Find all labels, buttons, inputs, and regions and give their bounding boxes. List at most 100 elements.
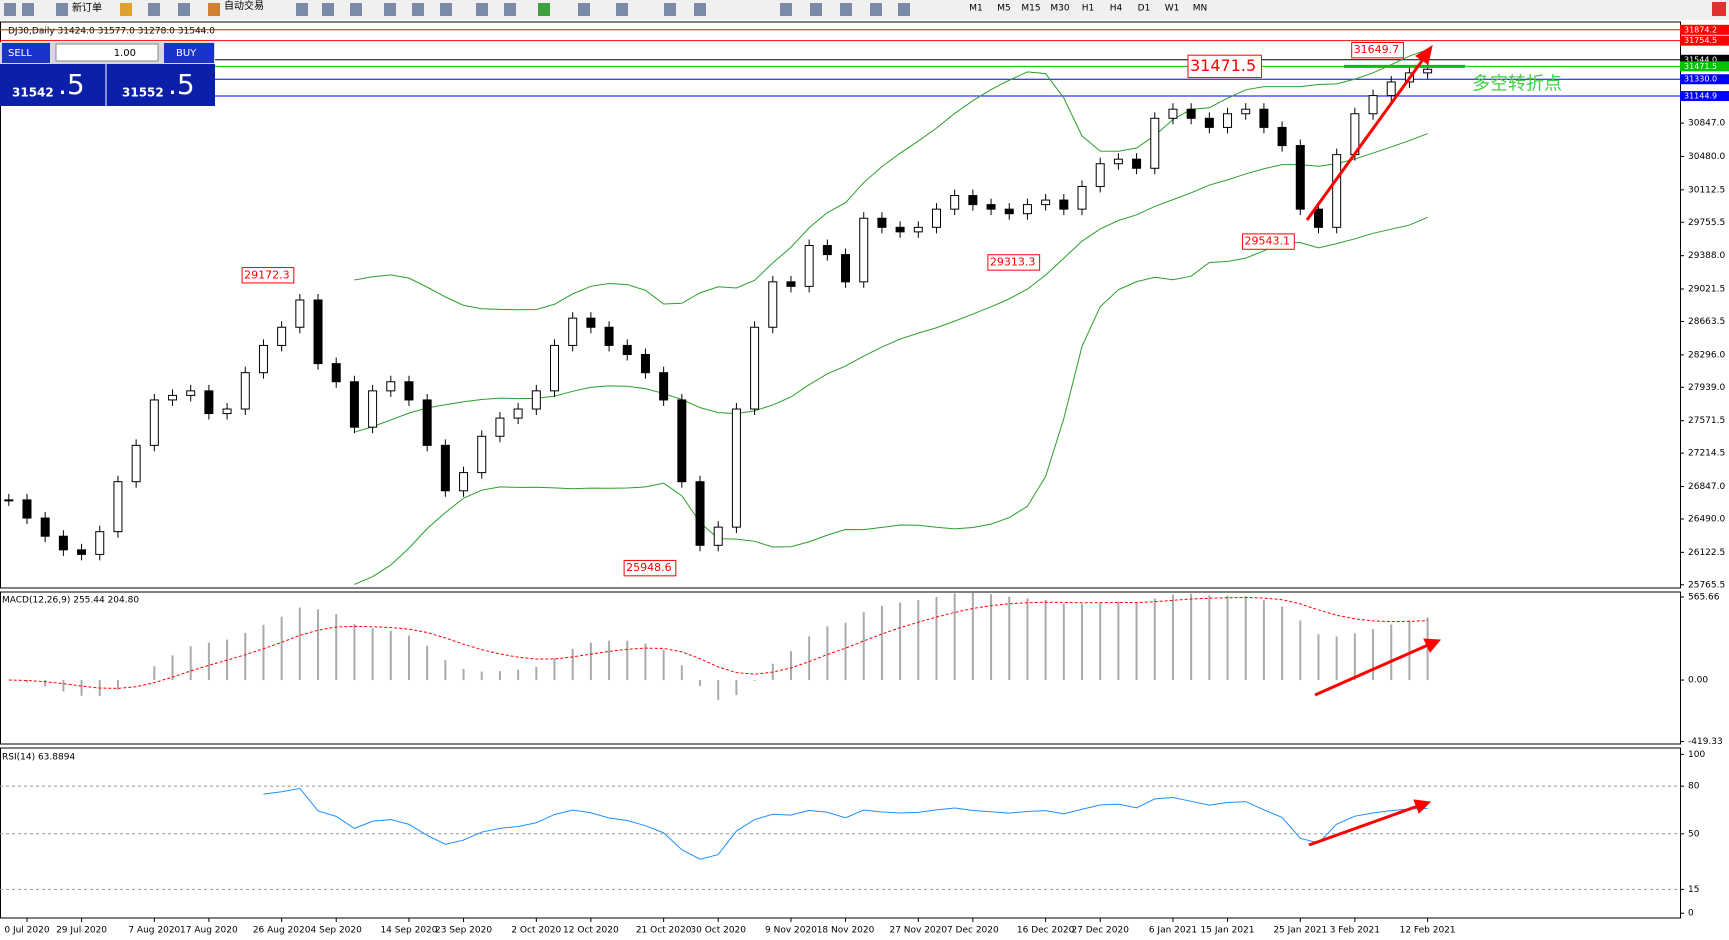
sell-button[interactable] [2, 43, 50, 63]
candle [859, 217, 869, 283]
candle [240, 372, 250, 410]
new-order[interactable]: 新订单 [72, 1, 102, 14]
toolbar-icons [4, 2, 1726, 16]
candle [1223, 113, 1233, 128]
chart-header: DJ30,Daily 31424.0 31577.0 31278.0 31544… [8, 27, 215, 37]
candle [1186, 108, 1196, 119]
candle [95, 531, 105, 555]
candle [640, 354, 650, 374]
x-tick-label: 2 Oct 2020 [511, 926, 561, 936]
price-label: 29172.3 [244, 268, 290, 281]
rsi-line [263, 787, 1428, 860]
bollinger-band [354, 216, 1428, 585]
panel-frame [0, 21, 1681, 589]
price-label-box [1187, 54, 1262, 79]
y-tick-label: 30112.5 [1688, 185, 1725, 195]
buy-button[interactable] [164, 43, 214, 63]
candle [1168, 108, 1178, 119]
candle [841, 254, 851, 283]
candle [477, 435, 487, 474]
price-tag [1680, 61, 1729, 72]
timeframe[interactable]: H1 [1082, 4, 1095, 14]
macd-header: MACD(12,26,9) 255.44 204.80 [2, 596, 139, 606]
rsi-header: RSI(14) 63.8894 [2, 753, 75, 763]
candle [550, 344, 559, 392]
candle [622, 344, 632, 356]
x-tick-label: 26 Aug 2020 [253, 926, 311, 936]
x-tick-label: 27 Dec 2020 [1071, 926, 1129, 936]
candle [313, 299, 323, 365]
candle [1004, 208, 1014, 215]
candle [931, 208, 941, 228]
timeframe[interactable]: H4 [1110, 4, 1123, 14]
y-tick-label: 100 [1688, 750, 1705, 760]
candle [349, 381, 359, 428]
candle [77, 549, 87, 555]
candle [113, 481, 123, 533]
candle [368, 390, 378, 428]
x-tick-label: 0 Jul 2020 [4, 926, 49, 936]
candle [204, 390, 214, 415]
price-tag-label: 31330.0 [1684, 75, 1717, 84]
timeframe[interactable]: M15 [1021, 4, 1040, 14]
price-label-box [623, 559, 677, 577]
y-tick-label: 15 [1688, 885, 1699, 895]
sell-label[interactable]: SELL [8, 48, 32, 59]
y-tick-label: 28296.0 [1688, 350, 1725, 360]
y-tick-label: 30480.0 [1688, 152, 1725, 162]
candle [58, 535, 68, 551]
price-tag-label: 31754.5 [1684, 36, 1717, 45]
candle [131, 444, 141, 483]
candle [1077, 185, 1087, 210]
candle [222, 408, 232, 415]
price-label-box [1351, 41, 1404, 59]
x-tick-label: 3 Feb 2021 [1330, 926, 1380, 936]
candle [386, 381, 396, 392]
macd [8, 592, 1429, 700]
price-tag [1680, 35, 1729, 46]
auto-trading[interactable]: 自动交易 [224, 0, 264, 12]
x-tick-label: 23 Sep 2020 [435, 926, 492, 936]
toolbar [0, 0, 1729, 20]
candle [440, 444, 450, 492]
timeframe[interactable]: M5 [997, 4, 1011, 14]
timeframe[interactable]: MN [1193, 4, 1208, 14]
buy-label[interactable]: BUY [176, 48, 197, 59]
x-tick-label: 21 Oct 2020 [636, 926, 692, 936]
price-label: 29543.1 [1245, 235, 1291, 248]
candle [986, 204, 996, 210]
bollinger-band [354, 49, 1428, 311]
lot-value[interactable]: 1.00 [114, 48, 136, 59]
candle [568, 317, 578, 346]
lot-input[interactable] [55, 43, 159, 62]
x-tick-label: 9 Nov 2020 [765, 926, 817, 936]
candle [40, 517, 50, 537]
candle [513, 408, 523, 419]
candle [822, 244, 832, 256]
timeframe[interactable]: M1 [969, 4, 983, 14]
candle [531, 390, 541, 410]
price-tag [1680, 91, 1729, 102]
x-tick-label: 6 Jan 2021 [1149, 926, 1197, 936]
candle [786, 281, 796, 287]
candle [1022, 204, 1032, 215]
x-tick-label: 4 Sep 2020 [311, 926, 363, 936]
candle [404, 381, 414, 401]
y-tick-label: 0 [1688, 909, 1694, 919]
candle [604, 326, 614, 346]
timeframe[interactable]: D1 [1138, 4, 1151, 14]
price-label: 31649.7 [1354, 43, 1400, 56]
y-tick-label: 26490.0 [1688, 514, 1725, 524]
candle [659, 372, 669, 401]
price-label-box [241, 267, 295, 284]
candle [1259, 108, 1269, 128]
y-tick-label: 29755.5 [1688, 218, 1725, 228]
candle [968, 195, 978, 206]
timeframe[interactable]: W1 [1165, 4, 1180, 14]
candle [1041, 199, 1051, 206]
price-label-box [987, 254, 1041, 271]
x-tick-label: 17 Aug 2020 [180, 926, 238, 936]
candle [1132, 158, 1142, 169]
y-tick-label: 30847.0 [1688, 119, 1725, 129]
timeframe[interactable]: M30 [1050, 4, 1069, 14]
